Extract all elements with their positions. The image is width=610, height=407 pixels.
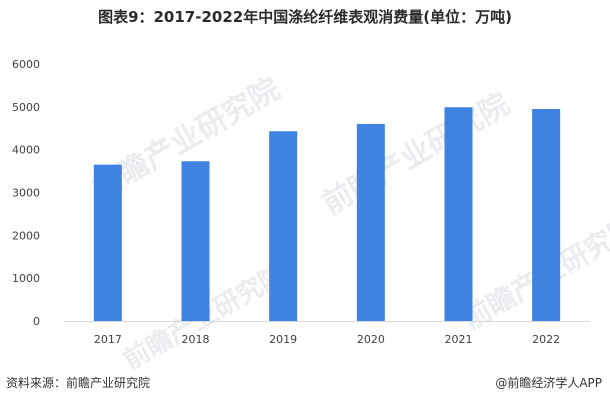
bar-2019 [269, 131, 298, 321]
y-tick-label: 4000 [12, 144, 40, 157]
y-tick-label: 6000 [12, 58, 40, 71]
x-tick-label: 2018 [182, 333, 210, 346]
x-tick-label: 2022 [532, 333, 560, 346]
y-tick-label: 5000 [12, 101, 40, 114]
source-note: 资料来源：前瞻产业研究院 [6, 376, 151, 390]
y-axis-ticks: 0 1000 2000 3000 4000 5000 6000 [12, 58, 40, 328]
chart-title: 图表9：2017-2022年中国涤纶纤维表观消费量(单位：万吨) [98, 8, 512, 26]
x-axis-ticks: 2017 2018 2019 2020 2021 2022 [94, 333, 560, 346]
credit-note: @前瞻经济学人APP [495, 376, 602, 390]
watermark-layer: 前瞻产业研究院前瞻产业研究院前瞻产业研究院前瞻产业研究院 [87, 72, 610, 370]
bar-2020 [356, 123, 385, 321]
x-tick-label: 2020 [357, 333, 385, 346]
x-tick-label: 2021 [445, 333, 473, 346]
x-tick-label: 2017 [94, 333, 122, 346]
bar-chart: 前瞻产业研究院前瞻产业研究院前瞻产业研究院前瞻产业研究院 0 1000 2000 30… [12, 58, 610, 370]
y-tick-label: 3000 [12, 187, 40, 200]
bars-group [93, 107, 561, 322]
y-tick-label: 1000 [12, 272, 40, 285]
bar-2022 [532, 108, 561, 321]
footer: 资料来源：前瞻产业研究院 @前瞻经济学人APP [0, 374, 610, 394]
y-tick-label: 2000 [12, 229, 40, 242]
watermark-text: 前瞻产业研究院 [317, 87, 516, 222]
x-tick-label: 2019 [269, 333, 297, 346]
bar-2017 [93, 164, 122, 321]
bar-2018 [181, 161, 210, 321]
y-tick-label: 0 [33, 315, 40, 328]
bar-2021 [444, 107, 473, 322]
